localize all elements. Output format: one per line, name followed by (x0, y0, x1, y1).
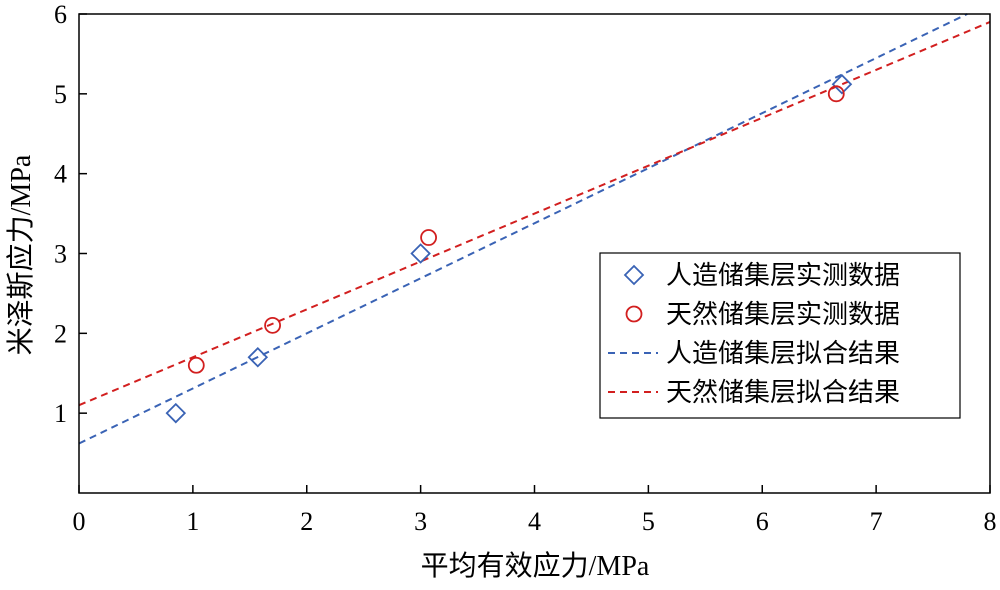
x-tick-label: 2 (300, 507, 313, 536)
y-axis-title: 米泽斯应力/MPa (5, 154, 37, 355)
legend-label: 天然储集层拟合结果 (666, 378, 900, 407)
x-tick-label: 6 (756, 507, 769, 536)
data-point-diamond (165, 402, 187, 424)
legend-label: 人造储集层拟合结果 (666, 339, 900, 368)
data-point-circle (420, 229, 437, 246)
x-tick-label: 0 (73, 507, 86, 536)
y-tick-label: 3 (54, 240, 67, 269)
data-point-diamond (247, 347, 269, 368)
legend-swatch-diamond (623, 264, 645, 286)
y-tick-label: 1 (54, 399, 67, 428)
fit-line-2 (78, 13, 968, 445)
y-tick-label: 2 (54, 319, 67, 348)
x-tick-label: 1 (186, 507, 199, 536)
x-axis-title: 平均有效应力/MPa (421, 550, 650, 582)
legend-swatch-circle (625, 305, 643, 323)
data-point-diamond (410, 243, 431, 264)
data-point-circle (264, 316, 281, 334)
x-tick-label: 8 (984, 507, 997, 536)
data-point-circle (827, 85, 845, 103)
fit-line-3 (78, 21, 991, 407)
legend-label: 天然储集层实测数据 (666, 300, 900, 329)
y-tick-label: 6 (54, 0, 67, 29)
legend-box (599, 252, 961, 419)
x-tick-label: 3 (414, 507, 427, 536)
x-tick-label: 5 (642, 507, 655, 536)
data-point-circle (187, 356, 205, 374)
x-tick-label: 4 (528, 507, 541, 536)
y-tick-label: 5 (54, 80, 67, 109)
legend-label: 人造储集层实测数据 (666, 261, 900, 290)
data-point-diamond (831, 73, 853, 95)
y-tick-label: 4 (54, 160, 67, 189)
x-tick-label: 7 (870, 507, 883, 536)
